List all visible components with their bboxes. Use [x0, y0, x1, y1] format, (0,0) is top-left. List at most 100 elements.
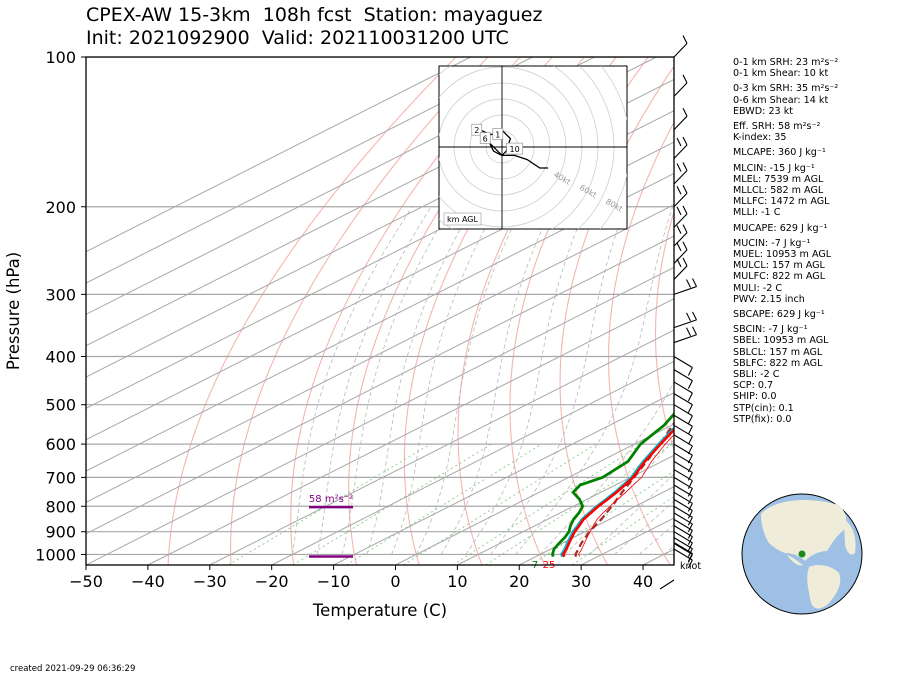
mixing-ratio-line: [485, 443, 674, 565]
wind-barb-shaft: [673, 319, 697, 329]
moist-adiabat: [564, 438, 674, 555]
globe-land-east: [844, 521, 856, 555]
wind-barb-flag: [687, 517, 693, 526]
wind-barb-flag: [682, 74, 688, 84]
hodograph-height-marker: 1: [492, 128, 504, 140]
grid-layer: [86, 57, 906, 565]
stat-line: MLLI: -1 C: [733, 207, 781, 219]
isotherm: [86, 266, 674, 565]
stat-line: 0-6 km Shear: 14 kt: [733, 94, 829, 106]
stability-indices-panel: 0-1 km SRH: 23 m²s⁻² 0-1 km Shear: 10 kt 0…: [733, 57, 838, 425]
wind-barb-flag: [687, 542, 693, 551]
hodograph-height-marker: 6: [479, 132, 491, 144]
x-tick-label: −50: [69, 572, 103, 591]
wind-barb-flag: [682, 205, 688, 215]
stat-line: MLCIN: -15 J kg⁻¹: [733, 162, 815, 174]
globe-land-south-america: [807, 565, 841, 609]
chart-title: CPEX-AW 15-3km 108h fcst Station: mayagu…: [86, 4, 543, 26]
wind-barb-flag: [687, 548, 693, 557]
moist-adiabat: [589, 473, 674, 555]
x-tick-label: 0: [390, 572, 400, 591]
wind-barb-shaft: [673, 381, 693, 394]
stat-line: SHIP: 0.0: [733, 391, 777, 403]
wind-barb-flag: [687, 445, 693, 455]
wind-barb-shaft: [673, 434, 693, 447]
dry-adiabat: [230, 57, 489, 565]
wind-barb-shaft: [673, 213, 688, 228]
hodograph-height-label: 2: [474, 126, 479, 135]
stat-line: MLEL: 7539 m AGL: [733, 173, 824, 185]
wind-barb-shaft: [673, 443, 693, 456]
wind-barb-shaft: [673, 414, 693, 427]
stat-line: MLCAPE: 360 J kg⁻¹: [733, 147, 826, 159]
moist-adiabat: [539, 381, 674, 555]
wind-barb-shaft: [673, 144, 688, 159]
wind-barb-shaft: [673, 170, 688, 185]
dry-adiabat: [509, 57, 649, 565]
wind-barb-flag: [687, 392, 693, 402]
wind-barb-flag: [687, 367, 693, 376]
wind-barb-flag: [682, 162, 688, 171]
mixing-ratio-line: [345, 443, 543, 565]
wind-barb-flag: [682, 184, 688, 194]
stat-line: MULI: -2 C: [733, 282, 783, 294]
mixing-ratio-line: [452, 443, 643, 565]
moist-adiabat: [316, 206, 432, 555]
wind-barb-shaft: [673, 393, 693, 406]
wind-barb-flag: [687, 488, 693, 497]
virtual-temperature-line: [559, 426, 674, 558]
stat-line: 0-1 km SRH: 23 m²s⁻²: [733, 57, 839, 68]
hodograph-units-label: km AGL: [447, 215, 479, 224]
wind-barb-flag: [687, 415, 693, 424]
hodograph-height-box: [506, 142, 523, 155]
isotherm: [395, 423, 674, 565]
wind-barb-shaft: [673, 334, 697, 344]
wind-barb-shaft: [673, 537, 693, 550]
wind-barb-flag: [686, 312, 692, 322]
wind-barb-flag: [692, 311, 698, 321]
x-axis-label: Temperature (C): [312, 601, 447, 620]
plot-frame: [85, 56, 675, 566]
wind-barb-flag: [687, 523, 693, 533]
stat-line: MULCL: 157 m AGL: [733, 260, 825, 272]
wind-barb-flag: [686, 279, 692, 288]
wind-barb-flag: [686, 327, 692, 337]
stat-line: SBLFC: 822 m AGL: [733, 357, 823, 369]
globe-land-central-america: [787, 555, 803, 566]
wind-barb-flag: [676, 137, 682, 147]
wind-barb-shaft: [673, 531, 693, 544]
stat-line: MLLFC: 1472 m AGL: [733, 196, 830, 208]
wind-barb-shaft: [673, 541, 693, 554]
dry-adiabat: [167, 57, 457, 565]
globe-station-marker: [798, 550, 806, 558]
stat-line: EBWD: 23 kt: [733, 105, 794, 117]
stat-line: MUCIN: -7 J kg⁻¹: [733, 237, 811, 249]
wind-barb-flag: [682, 241, 688, 251]
wind-barb-shaft: [673, 424, 693, 437]
wind-barb-shaft: [673, 265, 688, 280]
wind-barb-flag: [687, 536, 693, 545]
moist-adiabat: [415, 206, 524, 555]
x-tick-label: −20: [255, 572, 289, 591]
y-tick-label: 100: [45, 48, 76, 67]
wind-barb-flag: [692, 278, 698, 287]
wind-barb-shaft: [673, 82, 688, 97]
wind-barb-flag: [687, 404, 693, 413]
isotherm: [86, 235, 674, 535]
wind-barb-flag: [682, 257, 688, 267]
dry-adiabat: [348, 57, 553, 565]
wind-barb-shaft: [673, 525, 693, 538]
stat-line: MULFC: 822 m AGL: [733, 271, 826, 283]
stat-line: MLLCL: 582 m AGL: [733, 185, 824, 197]
wind-barb-shaft: [673, 232, 688, 247]
dry-adiabat: [457, 57, 617, 565]
stat-line: 0-1 km Shear: 10 kt: [733, 68, 829, 80]
dry-adiabat: [871, 57, 906, 565]
wind-barb-shaft: [673, 249, 688, 264]
wind-barb-shaft: [673, 115, 688, 131]
effective-inflow-layer: 58 m²s⁻²: [309, 494, 353, 558]
y-tick-label: 1000: [35, 545, 76, 564]
wind-barb-flag: [687, 495, 693, 505]
barb-unit-label: knot: [680, 561, 701, 572]
